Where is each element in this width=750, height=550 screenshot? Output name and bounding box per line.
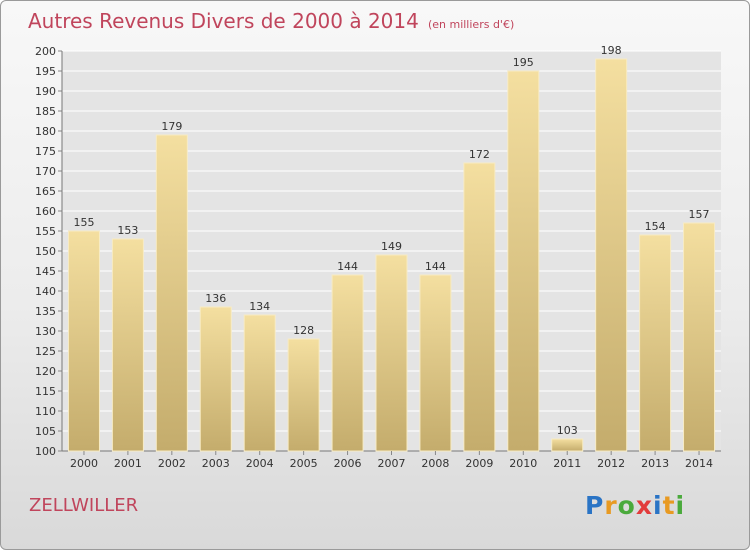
bar-value-label: 157 (689, 208, 710, 221)
x-tick-label: 2004 (246, 457, 274, 470)
bar-value-label: 134 (249, 300, 270, 313)
y-tick-label: 135 (35, 305, 56, 318)
x-tick-label: 2005 (290, 457, 318, 470)
x-tick-label: 2010 (509, 457, 537, 470)
proxiti-logo: Proxiti (585, 491, 685, 520)
y-tick-label: 115 (35, 385, 56, 398)
bar (683, 222, 716, 452)
x-tick-label: 2014 (685, 457, 713, 470)
x-tick-label: 2009 (465, 457, 493, 470)
bar-value-label: 144 (337, 260, 358, 273)
y-tick-label: 160 (35, 205, 56, 218)
logo-letter: i (653, 491, 663, 520)
bar (243, 314, 276, 452)
y-tick-label: 175 (35, 145, 56, 158)
logo-letter: x (635, 491, 653, 520)
bar-value-label: 179 (161, 120, 182, 133)
bar-value-label: 172 (469, 148, 490, 161)
x-tick-label: 2013 (641, 457, 669, 470)
bar (331, 274, 364, 452)
bar (199, 306, 232, 452)
y-tick-label: 130 (35, 325, 56, 338)
logo-letter: i (675, 491, 686, 520)
x-tick-label: 2012 (597, 457, 625, 470)
chart-subtitle: (en milliers d'€) (427, 18, 515, 31)
bar-value-label: 149 (381, 240, 402, 253)
bar-value-label: 144 (425, 260, 446, 273)
x-tick-label: 2007 (378, 457, 406, 470)
y-tick-label: 105 (35, 425, 56, 438)
x-tick-label: 2002 (158, 457, 186, 470)
x-tick-label: 2006 (334, 457, 362, 470)
y-tick-label: 100 (35, 445, 56, 458)
logo-letter: r (604, 491, 618, 520)
y-tick-label: 110 (35, 405, 56, 418)
bar (639, 234, 672, 452)
chart-title-main: Autres Revenus Divers de 2000 à 2014 (28, 9, 419, 33)
logo-letter: o (617, 491, 636, 520)
y-tick-label: 140 (35, 285, 56, 298)
bar-value-label: 154 (645, 220, 666, 233)
x-tick-label: 2003 (202, 457, 230, 470)
bar-value-label: 155 (73, 216, 94, 229)
bar (463, 162, 496, 452)
y-tick-label: 145 (35, 265, 56, 278)
y-tick-label: 185 (35, 105, 56, 118)
y-tick-label: 170 (35, 165, 56, 178)
logo-letter: t (662, 491, 676, 520)
bar-value-label: 198 (601, 44, 622, 57)
bar-value-label: 136 (205, 292, 226, 305)
y-tick-label: 150 (35, 245, 56, 258)
commune-name: ZELLWILLER (29, 495, 139, 516)
y-tick-label: 195 (35, 65, 56, 78)
x-tick-label: 2008 (421, 457, 449, 470)
y-tick-label: 180 (35, 125, 56, 138)
y-tick-label: 200 (35, 45, 56, 58)
bar-value-label: 195 (513, 56, 534, 69)
y-tick-label: 125 (35, 345, 56, 358)
logo-letter: P (585, 491, 605, 520)
y-tick-label: 120 (35, 365, 56, 378)
x-tick-label: 2000 (70, 457, 98, 470)
bar (507, 70, 540, 452)
x-tick-label: 2011 (553, 457, 581, 470)
bar (375, 254, 408, 452)
bar (67, 230, 100, 452)
bar (155, 134, 188, 452)
bar (287, 338, 320, 452)
x-tick-label: 2001 (114, 457, 142, 470)
bar-value-label: 128 (293, 324, 314, 337)
bar (111, 238, 144, 452)
y-tick-label: 155 (35, 225, 56, 238)
bar-value-label: 103 (557, 424, 578, 437)
y-tick-label: 165 (35, 185, 56, 198)
chart-title: Autres Revenus Divers de 2000 à 2014 (en… (28, 9, 514, 33)
bar (595, 58, 628, 452)
bar (551, 438, 584, 452)
bar (419, 274, 452, 452)
y-tick-label: 190 (35, 85, 56, 98)
bar-value-label: 153 (117, 224, 138, 237)
